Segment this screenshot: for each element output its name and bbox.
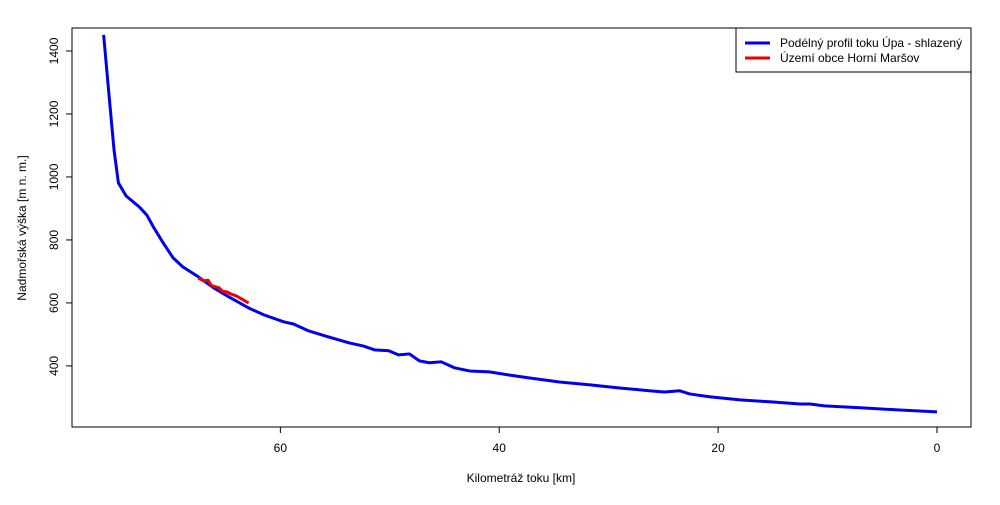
legend-label: Území obce Horní Maršov	[780, 50, 919, 65]
series-line	[102, 34, 938, 414]
legend-label: Podélný profil toku Úpa - shlazený	[780, 35, 962, 50]
plot-frame	[71, 27, 972, 428]
y-tick-label: 400	[47, 356, 61, 376]
x-axis-title: Kilometráž toku [km]	[467, 471, 576, 485]
series-line	[197, 276, 250, 305]
x-tick-label: 40	[493, 441, 507, 455]
x-tick-label: 0	[934, 441, 941, 455]
x-tick-label: 60	[274, 441, 288, 455]
y-axis-title: Nadmořská výška [m n. m.]	[15, 155, 29, 300]
y-tick-label: 800	[47, 230, 61, 250]
y-tick-label: 600	[47, 293, 61, 313]
y-tick-label: 1400	[47, 37, 61, 64]
y-tick-label: 1000	[47, 163, 61, 190]
legend-box	[735, 27, 972, 73]
x-tick-label: 20	[711, 441, 725, 455]
y-tick-label: 1200	[47, 100, 61, 127]
